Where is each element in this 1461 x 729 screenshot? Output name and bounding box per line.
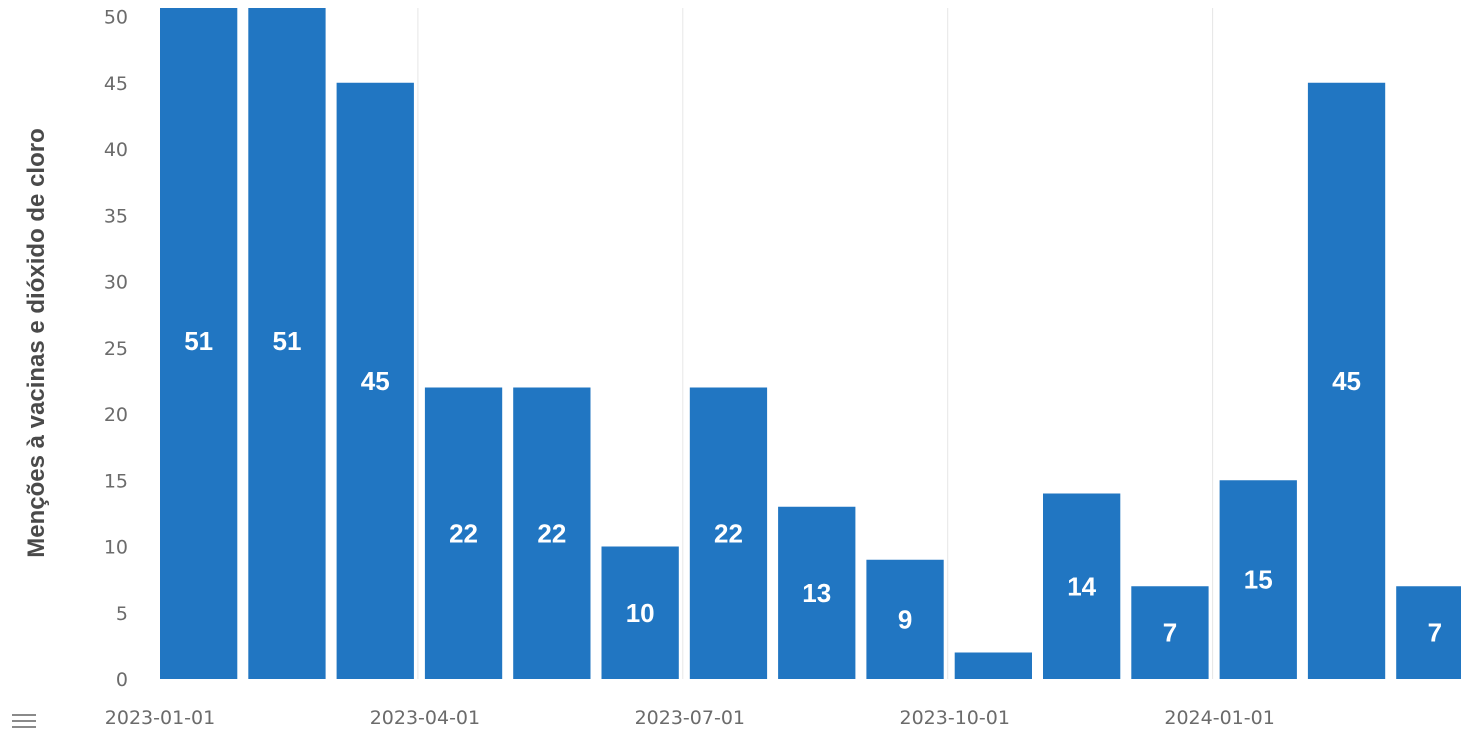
bar: [1219, 480, 1297, 679]
bars: 51 51 45 22 22 10 22 13 9 14 7 15 45 7: [160, 8, 1461, 679]
bar: [954, 652, 1032, 679]
y-tick-label: 0: [116, 669, 128, 691]
bar: [689, 387, 768, 679]
bar-value-label: 10: [626, 598, 655, 628]
bar-value-label: 9: [898, 604, 912, 634]
y-tick-label: 15: [104, 470, 128, 492]
y-tick-label: 50: [104, 7, 128, 29]
bar-value-label: 22: [714, 518, 743, 548]
bar-value-label: 51: [184, 326, 213, 356]
y-tick-label: 10: [104, 537, 128, 559]
y-tick-label: 25: [104, 338, 128, 360]
list-icon[interactable]: [12, 714, 36, 729]
y-tick-label: 20: [104, 404, 128, 426]
x-axis: 2023-01-01 2023-04-01 2023-07-01 2023-10-01…: [105, 707, 1275, 729]
bar: [513, 387, 591, 679]
bar: [1131, 586, 1209, 679]
bar-value-label: 14: [1067, 571, 1096, 601]
grid-lines: [417, 8, 1214, 679]
x-tick-label: 2023-01-01: [105, 707, 215, 729]
y-tick-label: 45: [104, 73, 128, 95]
bar: [424, 387, 503, 679]
y-tick-label: 35: [104, 205, 128, 227]
y-tick-label: 30: [104, 272, 128, 294]
y-axis-label: Menções à vacinas e dióxido de cloro: [23, 128, 50, 557]
bar: [160, 8, 238, 679]
bar-value-label: 22: [537, 518, 566, 548]
bar-value-label: 13: [802, 578, 831, 608]
bar-value-label: 51: [272, 326, 301, 356]
bar: [1043, 493, 1121, 679]
x-tick-label: 2023-10-01: [899, 707, 1009, 729]
y-tick-label: 5: [116, 603, 128, 625]
bar-value-label: 45: [1332, 366, 1361, 396]
x-tick-label: 2024-01-01: [1164, 707, 1274, 729]
bar: [601, 546, 679, 679]
y-tick-label: 40: [104, 139, 128, 161]
bar-value-label: 45: [361, 366, 390, 396]
bar-value-label: 22: [449, 518, 478, 548]
x-tick-label: 2023-04-01: [370, 707, 480, 729]
bar: [248, 8, 326, 679]
y-axis: 0 5 10 15 20 25 30 35 40 45 50: [104, 7, 128, 692]
bar: [778, 506, 856, 679]
bar: [866, 559, 944, 679]
x-tick-label: 2023-07-01: [635, 707, 745, 729]
bar-value-label: 7: [1163, 618, 1177, 648]
bar-value-label: 7: [1428, 618, 1442, 648]
bar: [1307, 82, 1386, 679]
bar: [1396, 586, 1461, 679]
bar-value-label: 15: [1244, 565, 1273, 595]
bar: [336, 82, 414, 679]
